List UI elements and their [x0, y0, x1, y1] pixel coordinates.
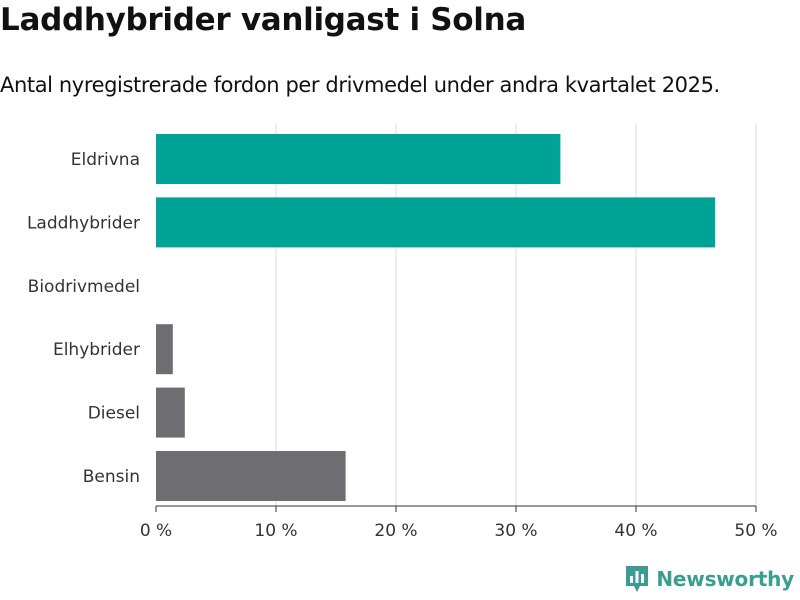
x-tick-label: 10 % — [254, 521, 297, 541]
category-label: Elhybrider — [53, 340, 140, 360]
bars — [156, 134, 716, 501]
bar-eldrivna — [156, 134, 561, 184]
category-label: Diesel — [88, 404, 140, 424]
category-label: Biodrivmedel — [28, 277, 140, 297]
brand-name: Newsworthy — [656, 567, 794, 591]
bar-laddhybrider — [156, 197, 716, 248]
category-label: Eldrivna — [71, 150, 140, 170]
chart-title: Laddhybrider vanligast i Solna — [0, 2, 527, 38]
x-tick-label: 40 % — [614, 521, 657, 541]
bar-chart: Eldrivna Laddhybrider Biodrivmedel Elhybrid… — [27, 124, 778, 541]
chart-subtitle: Antal nyregistrerade fordon per drivmede… — [0, 73, 720, 97]
bar-elhybrider — [156, 324, 173, 375]
x-tick-label: 20 % — [374, 521, 417, 541]
x-axis-ticks: 0 % 10 % 20 % 30 % 40 % 50 % — [140, 505, 778, 541]
x-tick-label: 50 % — [734, 521, 777, 541]
bar-bensin — [156, 451, 346, 501]
gridlines — [275, 124, 757, 506]
category-label: Bensin — [83, 467, 140, 487]
newsworthy-logo-icon — [626, 566, 649, 592]
bar-diesel — [156, 387, 185, 438]
x-tick-label: 0 % — [140, 521, 172, 541]
brand-logo: Newsworthy — [624, 564, 794, 594]
x-tick-label: 30 % — [494, 521, 537, 541]
category-label: Laddhybrider — [27, 213, 140, 233]
category-labels: Eldrivna Laddhybrider Biodrivmedel Elhybrid… — [27, 150, 140, 487]
